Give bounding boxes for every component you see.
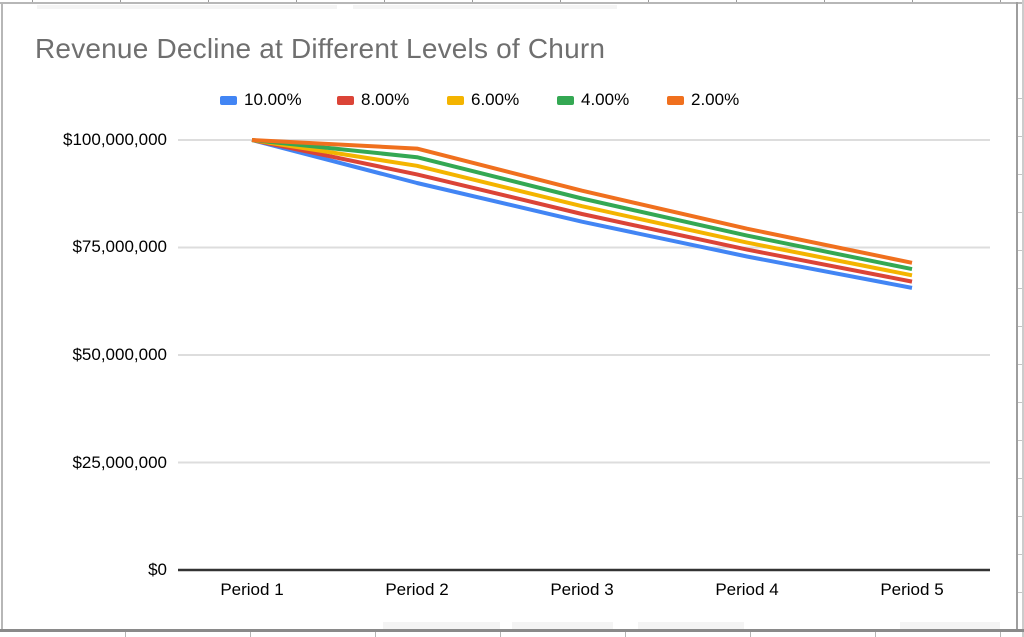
spreadsheet-grid-tick (750, 632, 751, 637)
legend-swatch-icon (447, 95, 464, 105)
x-axis-label-period-5: Period 5 (880, 580, 944, 599)
spreadsheet-cell-shade (512, 622, 613, 629)
spreadsheet-grid-tick (1018, 478, 1022, 479)
spreadsheet-grid-right-line (1016, 2, 1018, 631)
spreadsheet-grid-tick (1018, 592, 1022, 593)
legend-item-10-percent[interactable]: 10.00% (220, 90, 302, 110)
spreadsheet-grid-tick (1000, 632, 1001, 637)
gridlines (178, 139, 990, 572)
spreadsheet-grid-tick (1018, 364, 1022, 365)
spreadsheet-grid-tick (1000, 0, 1001, 2)
spreadsheet-grid-tick (1018, 402, 1022, 403)
spreadsheet-grid-tick (125, 632, 126, 637)
spreadsheet-grid-tick (32, 0, 33, 2)
spreadsheet-grid-tick (1018, 250, 1022, 251)
spreadsheet-grid-tick (375, 632, 376, 637)
spreadsheet-grid-tick (120, 0, 121, 2)
legend-swatch-icon (557, 95, 574, 105)
x-axis-label-period-3: Period 3 (550, 580, 614, 599)
x-axis-label-period-4: Period 4 (715, 580, 779, 599)
y-axis-label-25m: $25,000,000 (72, 453, 167, 472)
y-axis-label-50m: $50,000,000 (72, 345, 167, 364)
x-axis-label-period-2: Period 2 (385, 580, 449, 599)
series-lines (251, 138, 913, 290)
spreadsheet-grid-tick (1018, 516, 1022, 517)
spreadsheet-grid-tick (875, 632, 876, 637)
spreadsheet-grid-top-line (0, 2, 1024, 4)
spreadsheet-grid-tick (912, 0, 913, 2)
spreadsheet-grid-tick (560, 0, 561, 2)
series-line-8.00% (251, 138, 913, 284)
legend-label: 2.00% (691, 90, 740, 109)
legend-item-8-percent[interactable]: 8.00% (337, 90, 409, 110)
spreadsheet-grid-tick (296, 0, 297, 2)
spreadsheet-grid-tick (1018, 554, 1022, 555)
spreadsheet-grid-tick (625, 632, 626, 637)
spreadsheet-grid-tick (472, 0, 473, 2)
image-right-border (1022, 0, 1024, 637)
spreadsheet-grid-tick (1018, 326, 1022, 327)
spreadsheet-cell-shade (37, 5, 337, 9)
series-line-2.00% (251, 138, 913, 265)
spreadsheet-grid-tick (1018, 174, 1022, 175)
spreadsheet-grid-tick (250, 632, 251, 637)
spreadsheet-grid-tick (1018, 440, 1022, 441)
legend-swatch-icon (667, 95, 684, 105)
spreadsheet-grid-tick (1018, 288, 1022, 289)
legend-label: 8.00% (361, 90, 410, 109)
series-line-4.00% (251, 138, 913, 272)
spreadsheet-grid-tick (208, 0, 209, 2)
x-axis-label-period-1: Period 1 (220, 580, 284, 599)
y-axis-label-0: $0 (148, 560, 167, 579)
chart-legend: 10.00% 8.00% 6.00% 4.00% 2.00% (0, 90, 1024, 110)
spreadsheet-grid-tick (648, 0, 649, 2)
series-line-10.00% (251, 138, 913, 290)
spreadsheet-cell-shade (638, 622, 744, 629)
legend-item-6-percent[interactable]: 6.00% (447, 90, 519, 110)
legend-item-2-percent[interactable]: 2.00% (667, 90, 739, 110)
spreadsheet-grid-tick (500, 632, 501, 637)
legend-label: 10.00% (244, 90, 302, 109)
legend-swatch-icon (220, 95, 237, 105)
spreadsheet-grid-bottom-line (0, 629, 1024, 632)
spreadsheet-grid-tick (1018, 98, 1022, 99)
y-axis-label-100m: $100,000,000 (63, 130, 167, 149)
spreadsheet-grid-left-line (1, 2, 3, 631)
spreadsheet-grid-tick (824, 0, 825, 2)
legend-label: 6.00% (471, 90, 520, 109)
series-line-6.00% (251, 138, 913, 278)
legend-item-4-percent[interactable]: 4.00% (557, 90, 629, 110)
chart-title: Revenue Decline at Different Levels of C… (35, 33, 606, 64)
spreadsheet-grid-tick (1018, 136, 1022, 137)
legend-label: 4.00% (581, 90, 630, 109)
spreadsheet-cell-shade (383, 622, 500, 629)
spreadsheet-grid-tick (384, 0, 385, 2)
y-axis-label-75m: $75,000,000 (72, 237, 167, 256)
spreadsheet-cell-shade (353, 5, 617, 9)
legend-swatch-icon (337, 95, 354, 105)
spreadsheet-cell-shade (900, 622, 1000, 629)
spreadsheet-grid-tick (1018, 212, 1022, 213)
spreadsheet-grid-tick (736, 0, 737, 2)
